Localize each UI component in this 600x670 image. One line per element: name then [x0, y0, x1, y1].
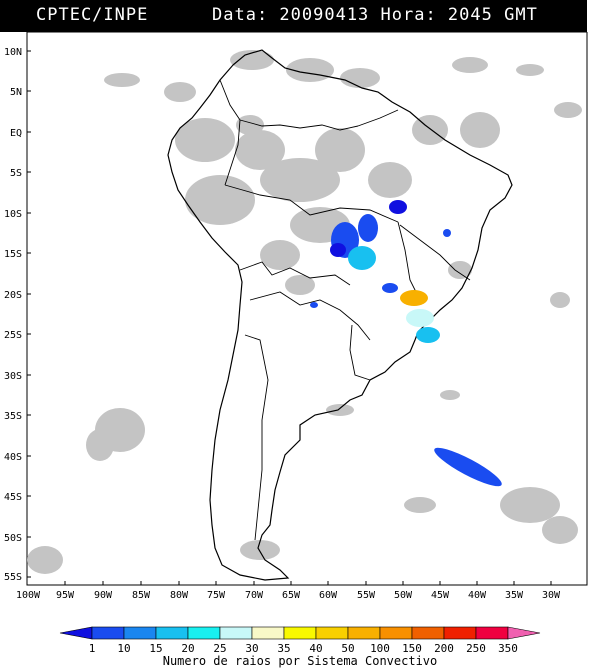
- colorbar-tick-label: 100: [370, 642, 390, 655]
- lon-label: 75W: [207, 590, 226, 601]
- colorbar-tick-label: 10: [117, 642, 130, 655]
- colorbar-cell: [507, 626, 541, 640]
- latitude-axis: 10N 5N EQ 5S 10S 15S 20S 25S 30S 35S 40S…: [4, 47, 22, 583]
- lat-label: 40S: [4, 452, 22, 463]
- colorbar-cell: [59, 626, 93, 640]
- lon-label: 65W: [282, 590, 301, 601]
- lon-label: 85W: [132, 590, 151, 601]
- lat-label: 20S: [4, 290, 22, 301]
- lon-label: 100W: [16, 590, 41, 601]
- agency-title: CPTEC/INPE: [36, 5, 149, 25]
- colorbar-tick-label: 40: [309, 642, 322, 655]
- colorbar-cell: [443, 626, 477, 640]
- colorbar-cell: [475, 626, 509, 640]
- lon-label: 35W: [505, 590, 524, 601]
- colorbar-tick-label: 200: [434, 642, 454, 655]
- colorbar-tick-label: 350: [498, 642, 518, 655]
- colorbar-cells: [59, 626, 541, 640]
- colorbar-tick-label: 150: [402, 642, 422, 655]
- lat-label: 5N: [10, 87, 22, 98]
- lat-label: 50S: [4, 533, 22, 544]
- colorbar-tick-label: 15: [149, 642, 162, 655]
- lat-label: 55S: [4, 572, 22, 583]
- lon-label: 60W: [319, 590, 338, 601]
- lat-label: 45S: [4, 492, 22, 503]
- colorbar-cell: [283, 626, 317, 640]
- colorbar-cell: [219, 626, 253, 640]
- lat-label: 10S: [4, 209, 22, 220]
- map-header: CPTEC/INPE Data: 20090413 Hora: 2045 GMT: [0, 0, 587, 32]
- colorbar-ticks: 1 10 15 20 25 30 35 40 50 100 150 200 250 350: [89, 642, 518, 655]
- south-america-coastline: [167, 49, 513, 581]
- cloud-cover: [27, 50, 582, 574]
- colorbar-tick-label: 35: [277, 642, 290, 655]
- lon-label: 30W: [542, 590, 561, 601]
- lon-label: 80W: [170, 590, 189, 601]
- colorbar-cell: [91, 626, 125, 640]
- colorbar-cell: [379, 626, 413, 640]
- country-borders: [219, 79, 471, 541]
- colorbar-cell: [347, 626, 381, 640]
- colorbar-tick-label: 250: [466, 642, 486, 655]
- colorbar-legend: 1 10 15 20 25 30 35 40 50 100 150 200 250 350 Numero …: [59, 626, 541, 668]
- colorbar-tick-label: 50: [341, 642, 354, 655]
- lon-label: 95W: [56, 590, 75, 601]
- lat-label: 15S: [4, 249, 22, 260]
- axis-ticks: [27, 50, 552, 585]
- colorbar-cell: [187, 626, 221, 640]
- longitude-axis: 100W 95W 90W 85W 80W 75W 70W 65W 60W 55W…: [16, 590, 561, 601]
- date-time-title: Data: 20090413 Hora: 2045 GMT: [212, 5, 538, 25]
- colorbar-tick-label: 30: [245, 642, 258, 655]
- colorbar-cell: [155, 626, 189, 640]
- colorbar-cell: [251, 626, 285, 640]
- colorbar-tick-label: 25: [213, 642, 226, 655]
- lightning-clusters: [310, 200, 502, 487]
- colorbar-caption: Numero de raios por Sistema Convectivo: [163, 654, 438, 668]
- lat-label: 5S: [10, 168, 22, 179]
- lightning-map: 10N 5N EQ 5S 10S 15S 20S 25S 30S 35S 40S…: [4, 32, 588, 601]
- colorbar-tick-label: 20: [181, 642, 194, 655]
- lon-label: 40W: [468, 590, 487, 601]
- lon-label: 50W: [394, 590, 413, 601]
- lon-label: 55W: [357, 590, 376, 601]
- lat-label: EQ: [10, 128, 22, 139]
- lat-label: 25S: [4, 330, 22, 341]
- lat-label: 10N: [4, 47, 22, 58]
- colorbar-cell: [123, 626, 157, 640]
- lon-label: 90W: [94, 590, 113, 601]
- colorbar-cell: [315, 626, 349, 640]
- lon-label: 45W: [431, 590, 450, 601]
- lat-label: 30S: [4, 371, 22, 382]
- lon-label: 70W: [245, 590, 264, 601]
- lat-label: 35S: [4, 411, 22, 422]
- colorbar-cell: [411, 626, 445, 640]
- colorbar-tick-label: 1: [89, 642, 96, 655]
